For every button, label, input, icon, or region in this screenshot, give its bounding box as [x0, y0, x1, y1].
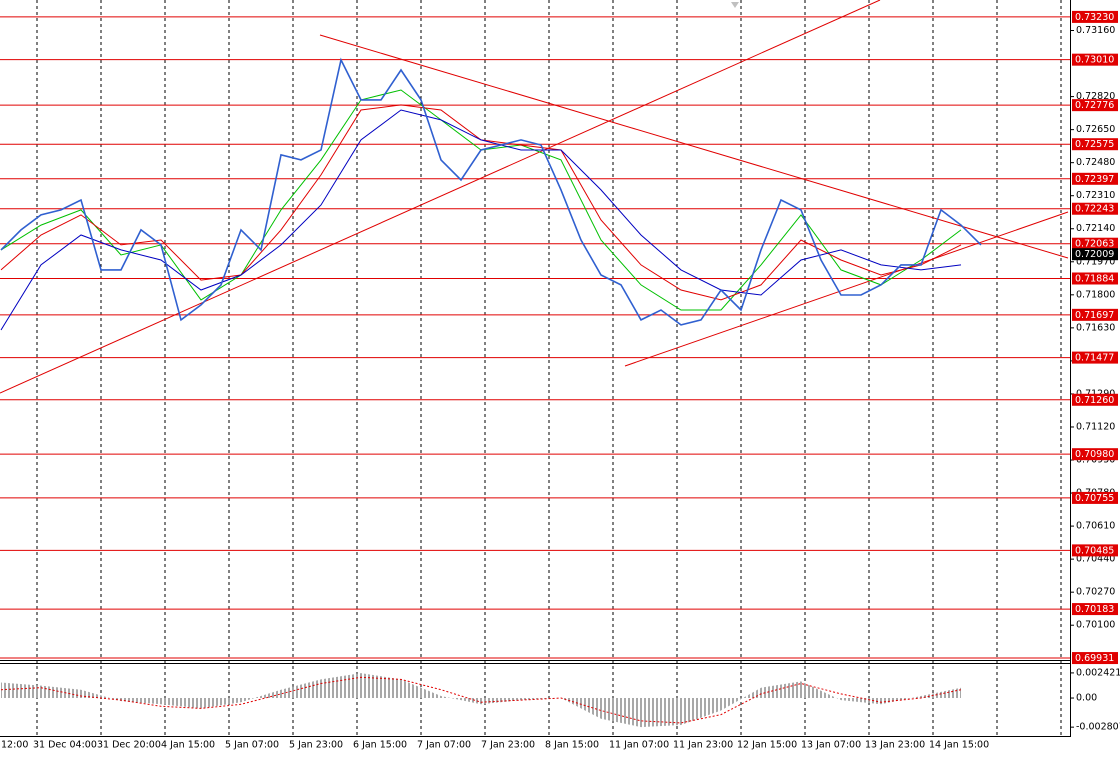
y-tick-label: 0.002421: [1076, 667, 1120, 678]
x-tick-label: 31 Dec 20:00: [97, 740, 161, 751]
level-label: 0.73010: [1075, 55, 1114, 66]
y-tick-label: 0.72480: [1076, 157, 1115, 168]
y-tick-label: 0.71120: [1076, 421, 1115, 432]
y-tick-label: 0.71800: [1076, 289, 1115, 300]
level-label: 0.73230: [1075, 12, 1114, 23]
level-label-box: [1072, 652, 1118, 665]
level-label: 0.70755: [1075, 493, 1114, 504]
level-label-box: [1072, 202, 1118, 215]
trend-lines: [0, 0, 1069, 394]
level-label-box: [1072, 544, 1118, 557]
level-label: 0.72243: [1075, 204, 1114, 215]
x-tick-label: 13 Jan 07:00: [801, 740, 861, 751]
x-tick-label: 13 Jan 23:00: [865, 740, 925, 751]
y-tick-label: 0.70100: [1076, 620, 1115, 631]
x-tick-label: 11 Jan 07:00: [609, 740, 669, 751]
level-label-box: [1072, 351, 1118, 364]
levels: [0, 16, 1070, 659]
macd-histogram: [1, 673, 961, 728]
y-tick-label: 0.72650: [1076, 124, 1115, 135]
level-label-box: [1072, 393, 1118, 406]
x-tick-label: 11 Jan 23:00: [673, 740, 733, 751]
x-tick-label: 5 Jan 23:00: [289, 740, 343, 751]
level-label-box: [1072, 53, 1118, 66]
level-label-box: [1072, 308, 1118, 321]
x-tick-label: 5 Jan 07:00: [225, 740, 279, 751]
y-tick-label: 0.71630: [1076, 322, 1115, 333]
level-label: 0.71477: [1075, 353, 1114, 364]
level-label-box: [1072, 172, 1118, 185]
level-label: 0.71884: [1075, 273, 1114, 284]
x-tick-label: 6 Jan 15:00: [353, 740, 407, 751]
x-tick-label: 7 Jan 07:00: [417, 740, 471, 751]
series: [0, 57, 982, 728]
level-label: 0.72063: [1075, 239, 1114, 250]
y-tick-label: 0.70610: [1076, 521, 1115, 532]
shift-marker: [731, 2, 739, 8]
y-tick-label: 0.72140: [1076, 223, 1115, 234]
level-label-box: [1072, 491, 1118, 504]
level-label: 0.71260: [1075, 395, 1114, 406]
y-tick-label: 0.00: [1076, 693, 1097, 704]
x-tick-label: 7 Jan 23:00: [481, 740, 535, 751]
y-tick-label: 0.70440: [1076, 554, 1115, 565]
level-label: 0.71697: [1075, 310, 1114, 321]
y-tick-label: 0.73160: [1076, 25, 1115, 36]
level-label: 0.70980: [1075, 449, 1114, 460]
level-label: 0.72776: [1075, 100, 1114, 111]
y-tick-label: 0.72820: [1076, 91, 1115, 102]
y-tick-label: 0.72310: [1076, 190, 1115, 201]
x-tick-label: 12:00: [1, 740, 28, 751]
level-label: 0.70485: [1075, 545, 1114, 556]
x-tick-label: 31 Dec 04:00: [33, 740, 97, 751]
trend-line: [0, 0, 881, 394]
y-tick-label: 0.71970: [1076, 256, 1115, 267]
x-tick-label: 14 Jan 15:00: [929, 740, 989, 751]
level-label-box: [1072, 99, 1118, 112]
y-tick-label: 0.70270: [1076, 587, 1115, 598]
level-label: 0.72397: [1075, 174, 1114, 185]
x-tick-label: 4 Jan 15:00: [161, 740, 215, 751]
axis: 12:00 31 Dec 04:00 31 Dec 20:00 4 Jan 15:00…: [1, 10, 1120, 751]
x-tick-label: 12 Jan 15:00: [737, 740, 797, 751]
level-label: 0.69931: [1075, 653, 1114, 664]
moving-average: [0, 109, 962, 331]
macd-signal: [0, 676, 962, 724]
last-price-box: [1072, 248, 1118, 261]
level-label: 0.72575: [1075, 139, 1114, 150]
level-label-box: [1072, 138, 1118, 151]
level-label-box: [1072, 10, 1118, 23]
trend-line: [624, 211, 1069, 367]
level-label-box: [1072, 448, 1118, 461]
last-price-label: 0.72009: [1075, 249, 1114, 260]
x-tick-label: 8 Jan 15:00: [545, 740, 599, 751]
level-label-box: [1072, 272, 1118, 285]
y-tick-label: -0.002807: [1076, 722, 1120, 733]
level-label: 0.70183: [1075, 604, 1114, 615]
price-line: [0, 57, 982, 326]
level-label-box: [1072, 237, 1118, 250]
trend-line: [319, 34, 1069, 259]
level-label-box: [1072, 603, 1118, 616]
